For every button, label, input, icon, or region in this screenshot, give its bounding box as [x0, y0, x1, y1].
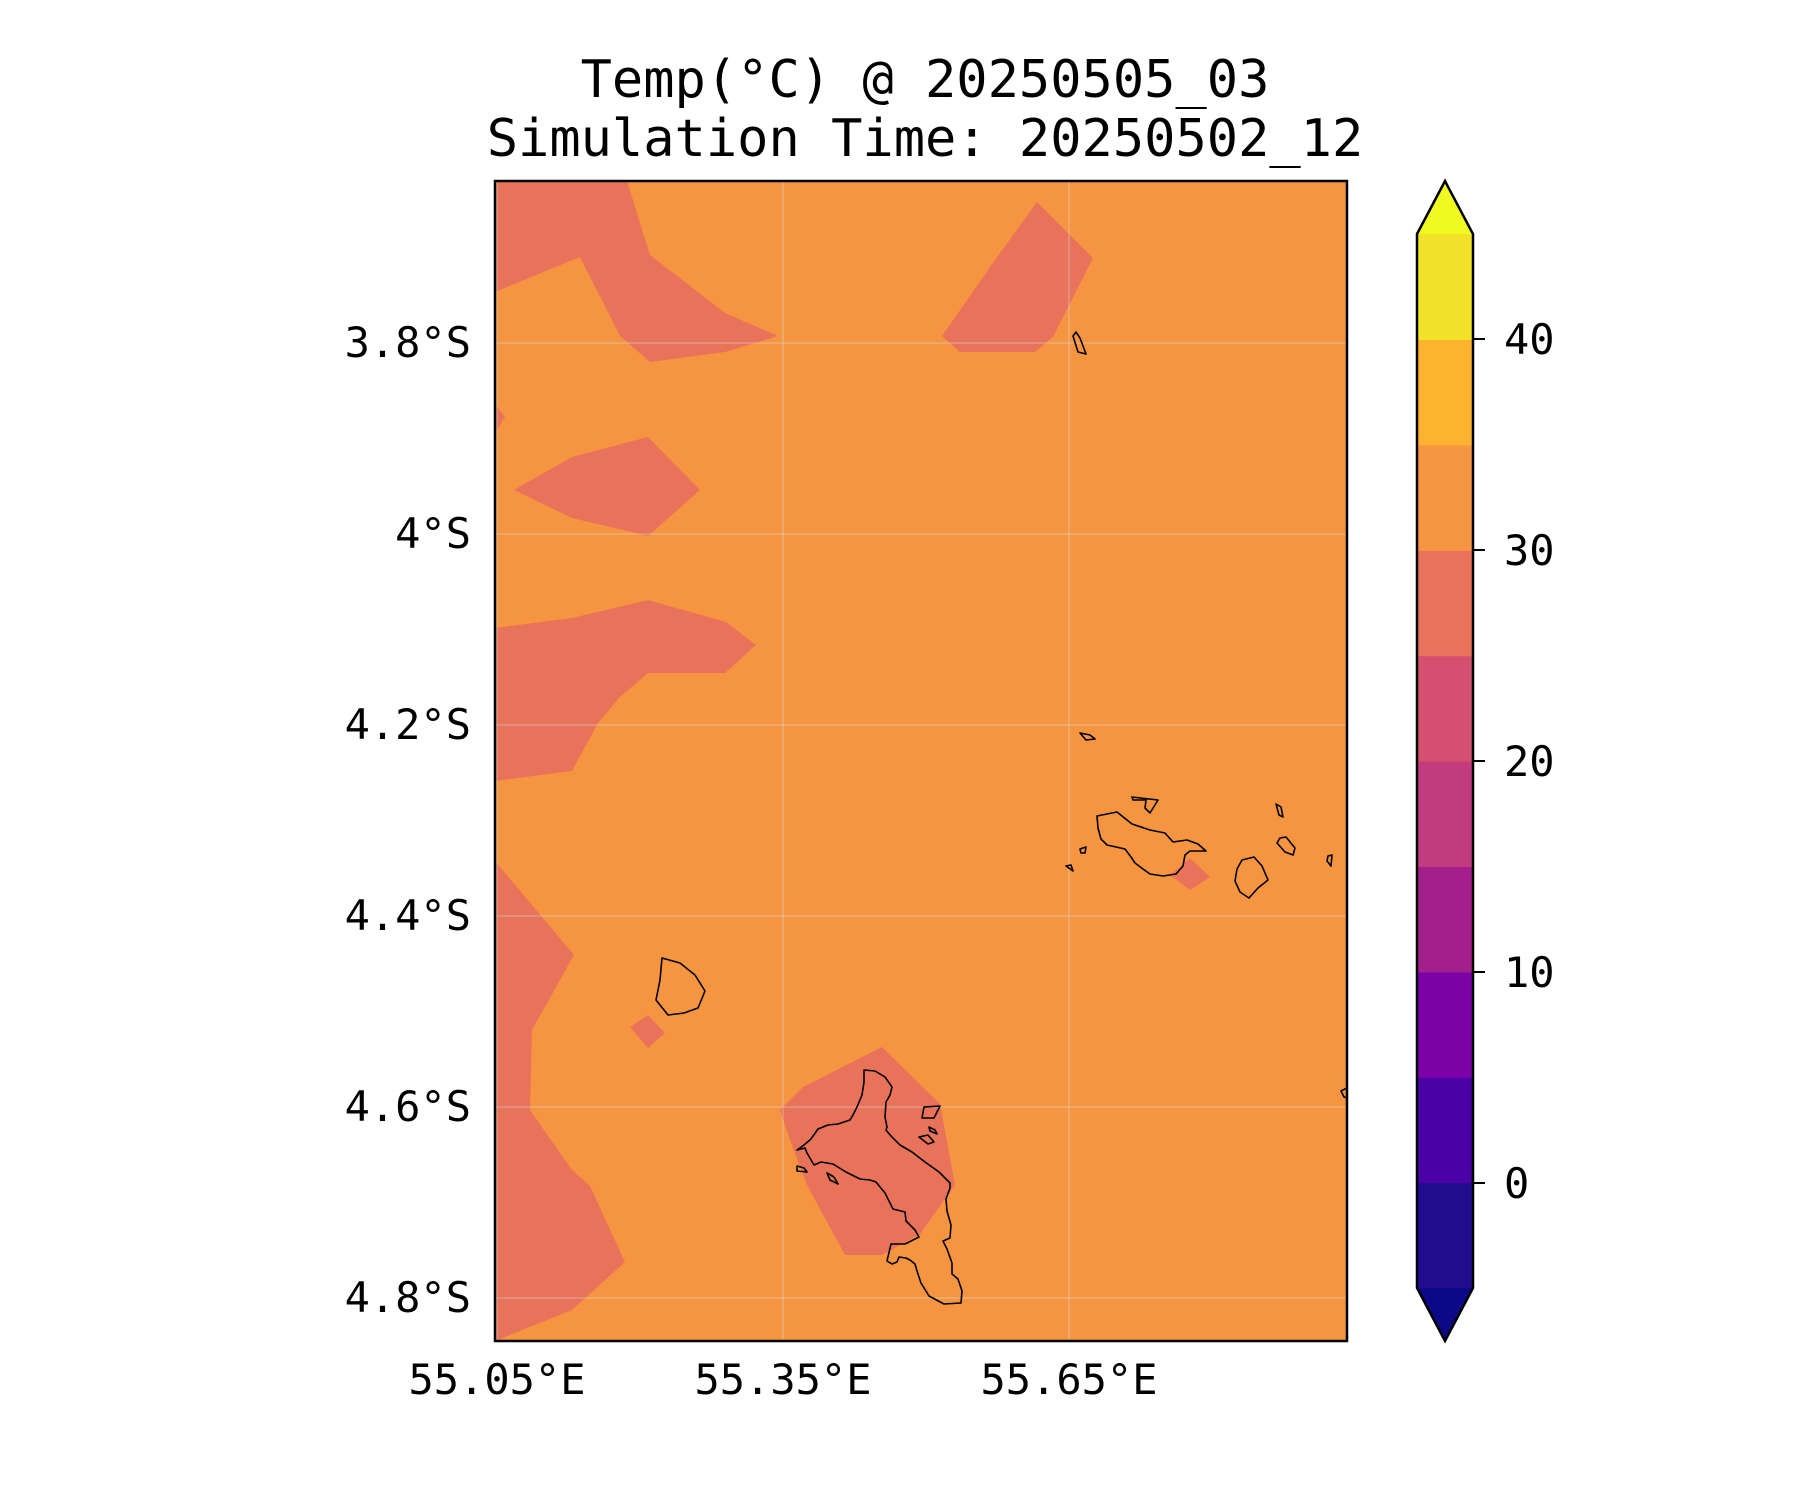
coastline-island [1234, 856, 1269, 899]
coastline-island [1096, 811, 1207, 877]
colorbar: 40 30 20 10 0 [1415, 178, 1555, 1344]
coastline-island [921, 1105, 941, 1119]
coastline-island [826, 1172, 839, 1185]
colorbar-segment [1417, 866, 1473, 973]
lat-tick-label: 4.6°S [345, 1082, 471, 1131]
colorbar-over-extension [1417, 181, 1473, 234]
coastline-island [1340, 1087, 1347, 1099]
coastline-island [796, 1165, 808, 1173]
colorbar-tick-label: 0 [1504, 1159, 1529, 1208]
coastline-island [1275, 803, 1284, 818]
colorbar-segment [1417, 444, 1473, 551]
lon-tick-label: 55.65°E [980, 1355, 1157, 1404]
colorbar-outline [1415, 178, 1475, 1344]
temp-patch-25-30 [495, 600, 756, 781]
colorbar-tick-label: 10 [1504, 948, 1555, 997]
coastlines [655, 331, 1347, 1305]
colorbar-under-extension [1417, 1288, 1473, 1341]
coastline-island [655, 957, 706, 1016]
colorbar-segment [1417, 1182, 1473, 1289]
coastline-island [1079, 846, 1087, 854]
colorbar-segment [1417, 339, 1473, 446]
colorbar-segments [1417, 234, 1473, 1289]
lat-tick-label: 3.8°S [345, 318, 471, 367]
temp-patch-25-30 [1170, 858, 1210, 890]
temp-patch-25-30 [780, 1047, 955, 1255]
colorbar-tick-label: 40 [1504, 315, 1555, 364]
coastline-island [1072, 331, 1087, 355]
colorbar-ticks [1473, 338, 1485, 1184]
lat-tick-label: 4.4°S [345, 891, 471, 940]
colorbar-tick-label: 30 [1504, 526, 1555, 575]
lat-axis: 3.8°S 4°S 4.2°S 4.4°S 4.6°S 4.8°S [345, 318, 471, 1322]
lon-axis: 55.05°E 55.35°E 55.65°E [408, 1355, 1157, 1404]
colorbar-tick-label: 20 [1504, 737, 1555, 786]
map-gridlines [495, 181, 1347, 1341]
lon-tick-label: 55.05°E [408, 1355, 585, 1404]
temp-patch-25-30 [495, 861, 625, 1341]
temp-patch-25-30 [630, 1015, 665, 1048]
map-panel [493, 179, 1349, 1343]
coastline-island [1276, 836, 1296, 856]
temp-patch-25-30 [495, 181, 778, 362]
temp-patch-25-30 [942, 202, 1093, 352]
lon-tick-label: 55.35°E [694, 1355, 871, 1404]
colorbar-segment [1417, 761, 1473, 867]
colorbar-segment [1417, 234, 1473, 340]
coastline-island [1065, 864, 1074, 872]
title-line-1: Temp(°C) @ 20250505_03 [581, 50, 1270, 110]
colorbar-segment [1417, 971, 1473, 1078]
lat-tick-label: 4°S [395, 509, 471, 558]
coastline-island [1131, 796, 1159, 814]
lat-tick-label: 4.2°S [345, 700, 471, 749]
coastline-island [1326, 854, 1333, 867]
coastline-island [1079, 732, 1096, 741]
lat-tick-label: 4.8°S [345, 1273, 471, 1322]
map-frame [493, 179, 1349, 1343]
colorbar-segment [1417, 1077, 1473, 1184]
colorbar-segment [1417, 550, 1473, 657]
coastline-island [928, 1126, 938, 1135]
title-line-2: Simulation Time: 20250502_12 [487, 109, 1364, 169]
temp-patch-25-30 [514, 437, 700, 536]
coastline-island [918, 1134, 935, 1145]
colorbar-segment [1417, 655, 1473, 762]
coastline-island [796, 1069, 963, 1305]
temp-field-25-30 [495, 181, 1210, 1341]
